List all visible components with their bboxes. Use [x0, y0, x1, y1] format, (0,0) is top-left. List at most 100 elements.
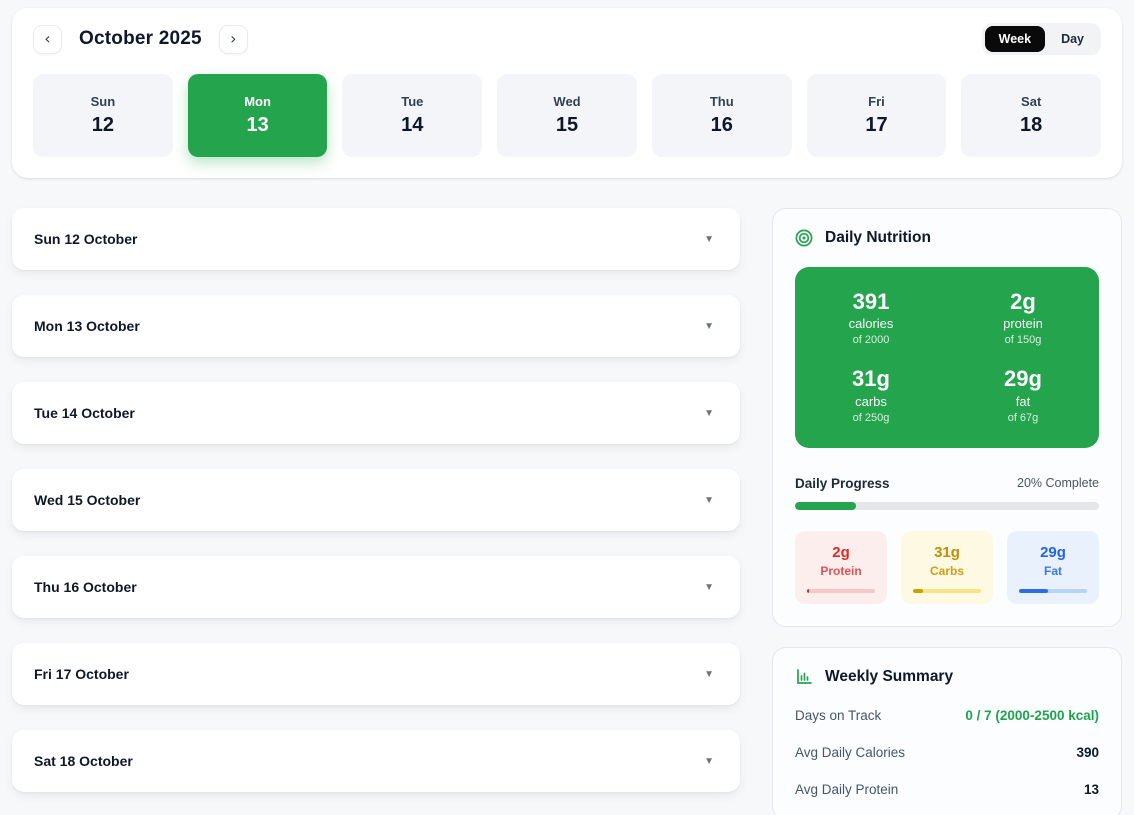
main-content: Sun 12 October ▼ Mon 13 October ▼ Tue 14…	[0, 178, 1134, 815]
protein-macro-card: 2g Protein	[795, 530, 887, 604]
week-day-strip: Sun 12 Mon 13 Tue 14 Wed 15 Thu 16 Fri 1…	[33, 74, 1102, 157]
day-cell-sat[interactable]: Sat 18	[961, 74, 1102, 157]
day-number: 14	[401, 114, 424, 136]
macro-cards-row: 2g Protein 31g Carbs 29g	[795, 530, 1099, 604]
day-name: Sat	[1021, 94, 1042, 109]
carbs-macro-card: 31g Carbs	[901, 530, 993, 604]
protein-progress-fill	[807, 588, 810, 593]
day-name: Wed	[553, 94, 581, 109]
day-accordion-title: Fri 17 October	[34, 666, 129, 682]
fat-progress-bar	[1019, 588, 1087, 593]
calendar-header-card: ‹ October 2025 › Week Day Sun 12 Mon 13 …	[12, 8, 1122, 178]
caret-down-icon: ▼	[704, 581, 714, 593]
stat-label: protein	[1003, 316, 1043, 332]
chevron-right-icon: ›	[230, 29, 237, 48]
day-number: 17	[865, 114, 888, 136]
day-accordion-mon-13[interactable]: Mon 13 October ▼	[12, 295, 740, 357]
day-accordion-thu-16[interactable]: Thu 16 October ▼	[12, 556, 740, 618]
day-cell-mon[interactable]: Mon 13	[187, 74, 328, 157]
month-nav-bar: ‹ October 2025 › Week Day	[33, 22, 1101, 56]
next-week-button[interactable]: ›	[218, 24, 248, 54]
day-name: Fri	[868, 94, 885, 109]
day-accordion-title: Wed 15 October	[34, 492, 141, 508]
fat-label: Fat	[1044, 563, 1062, 578]
day-accordion-fri-17[interactable]: Fri 17 October ▼	[12, 643, 740, 705]
nutrition-summary-panel: 391 calories of 2000 2g protein of 150g …	[795, 267, 1099, 448]
caret-down-icon: ▼	[704, 407, 714, 419]
day-number: 13	[246, 114, 269, 136]
day-cell-sun[interactable]: Sun 12	[33, 74, 173, 157]
summary-value: 390	[1076, 744, 1099, 760]
day-number: 16	[710, 114, 733, 136]
stat-carbs: 31g carbs of 250g	[795, 366, 947, 423]
caret-down-icon: ▼	[704, 668, 714, 680]
daily-progress-status: 20% Complete	[1017, 476, 1099, 491]
day-name: Thu	[709, 94, 734, 109]
stat-target: of 150g	[1004, 334, 1042, 347]
day-accordion-sun-12[interactable]: Sun 12 October ▼	[12, 208, 740, 270]
stat-value: 31g	[852, 366, 890, 392]
carbs-value: 31g	[934, 543, 960, 561]
stat-target: of 67g	[1007, 411, 1039, 424]
fat-macro-card: 29g Fat	[1007, 530, 1099, 604]
day-accordion-title: Mon 13 October	[34, 318, 140, 334]
daily-nutrition-card: Daily Nutrition 391 calories of 2000 2g …	[772, 208, 1122, 627]
day-accordion-title: Sun 12 October	[34, 231, 138, 247]
toggle-day-button[interactable]: Day	[1047, 26, 1098, 52]
stat-protein: 2g protein of 150g	[947, 289, 1099, 346]
meal-planner-page: ‹ October 2025 › Week Day Sun 12 Mon 13 …	[0, 8, 1134, 815]
summary-value: 13	[1083, 781, 1099, 797]
month-title: October 2025	[79, 28, 202, 49]
daily-progress-bar	[795, 501, 1099, 510]
day-number: 18	[1020, 114, 1043, 136]
day-sections-list: Sun 12 October ▼ Mon 13 October ▼ Tue 14…	[12, 208, 740, 815]
day-accordion-title: Sat 18 October	[34, 753, 133, 769]
stat-value: 391	[852, 289, 890, 314]
summary-row-days-on-track: Days on Track 0 / 7 (2000-2500 kcal)	[795, 708, 1099, 723]
daily-progress-label: Daily Progress	[795, 475, 890, 491]
daily-nutrition-title: Daily Nutrition	[825, 229, 931, 246]
day-cell-wed[interactable]: Wed 15	[497, 74, 637, 157]
target-icon	[795, 229, 813, 247]
summary-label: Days on Track	[795, 707, 882, 723]
summary-label: Avg Daily Calories	[795, 744, 906, 760]
daily-progress-fill	[795, 501, 856, 510]
prev-week-button[interactable]: ‹	[33, 24, 62, 54]
carbs-progress-bar	[913, 588, 981, 593]
day-cell-thu[interactable]: Thu 16	[651, 74, 792, 157]
caret-down-icon: ▼	[704, 233, 714, 245]
day-cell-fri[interactable]: Fri 17	[806, 74, 947, 157]
carbs-progress-fill	[913, 588, 924, 593]
stat-label: carbs	[855, 393, 887, 409]
fat-value: 29g	[1040, 543, 1066, 561]
caret-down-icon: ▼	[704, 320, 714, 332]
daily-nutrition-header: Daily Nutrition	[795, 229, 1099, 247]
day-cell-tue[interactable]: Tue 14	[342, 74, 483, 157]
view-toggle: Week Day	[981, 23, 1101, 55]
day-name: Mon	[244, 94, 271, 109]
stat-target: of 2000	[852, 334, 890, 347]
carbs-label: Carbs	[929, 563, 964, 578]
day-accordion-sat-18[interactable]: Sat 18 October ▼	[12, 730, 740, 792]
day-number: 12	[91, 114, 114, 136]
stat-value: 2g	[1010, 289, 1036, 314]
weekly-summary-title: Weekly Summary	[825, 667, 954, 685]
day-accordion-wed-15[interactable]: Wed 15 October ▼	[12, 469, 740, 531]
caret-down-icon: ▼	[704, 755, 714, 767]
stat-value: 29g	[1004, 366, 1042, 392]
sidebar: Daily Nutrition 391 calories of 2000 2g …	[772, 208, 1122, 815]
summary-value: 0 / 7 (2000-2500 kcal)	[965, 707, 1099, 723]
stat-fat: 29g fat of 67g	[947, 366, 1099, 423]
caret-down-icon: ▼	[704, 494, 714, 506]
day-number: 15	[555, 114, 579, 136]
day-accordion-tue-14[interactable]: Tue 14 October ▼	[12, 382, 740, 444]
protein-label: Protein	[820, 563, 862, 578]
weekly-summary-card: Weekly Summary Days on Track 0 / 7 (2000…	[772, 646, 1122, 815]
protein-value: 2g	[832, 543, 850, 561]
day-accordion-title: Thu 16 October	[34, 579, 137, 595]
toggle-week-button[interactable]: Week	[984, 26, 1046, 52]
day-name: Tue	[401, 94, 424, 109]
summary-row-avg-protein: Avg Daily Protein 13	[795, 782, 1099, 797]
fat-progress-fill	[1019, 588, 1049, 593]
daily-progress-row: Daily Progress 20% Complete	[795, 476, 1099, 491]
